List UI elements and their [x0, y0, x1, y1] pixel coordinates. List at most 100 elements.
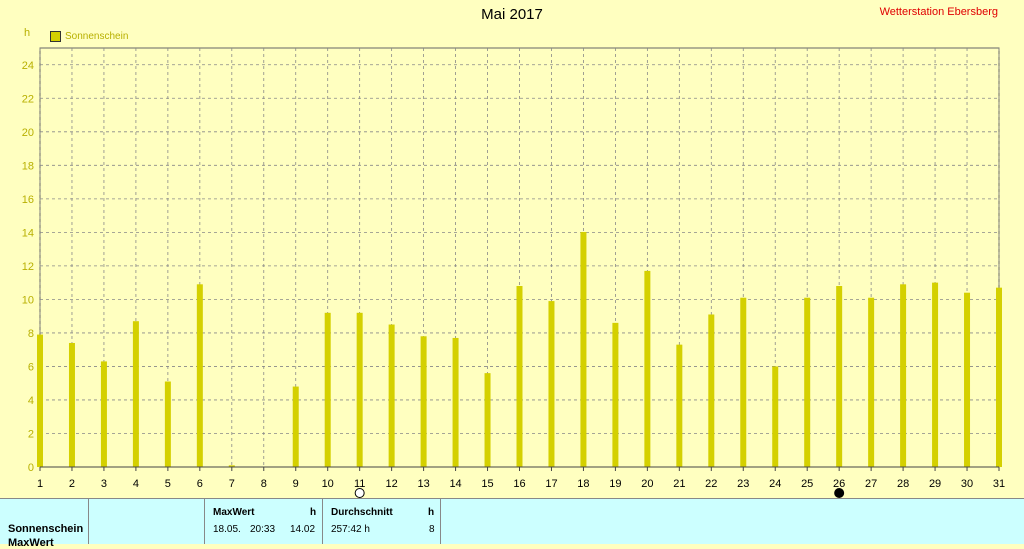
x-tick-label: 23 — [737, 478, 749, 490]
stats-max-cell: MaxWert h 18.05. 20:33 14.02 — [204, 499, 323, 544]
bar-day-13 — [420, 336, 427, 467]
bar-day-5 — [164, 381, 171, 467]
stats-blank-cell — [440, 499, 1024, 544]
x-tick-label: 16 — [513, 478, 525, 490]
legend: Sonnenschein — [50, 31, 128, 42]
max-value: 14.02 — [290, 524, 316, 535]
moon-phase-markers — [354, 488, 845, 498]
x-tick-label: 6 — [197, 478, 203, 490]
bar-day-16 — [516, 285, 523, 467]
y-tick-label: 2 — [28, 428, 34, 440]
full-moon-icon — [354, 488, 365, 498]
legend-swatch — [50, 31, 61, 42]
chart-title: Mai 2017 — [481, 6, 543, 23]
max-unit: h — [310, 507, 317, 518]
bar-day-18 — [580, 232, 587, 467]
y-tick-label: 10 — [22, 294, 34, 306]
bar-day-15 — [484, 373, 491, 467]
x-tick-label: 20 — [641, 478, 653, 490]
x-tick-label: 4 — [133, 478, 139, 490]
x-tick-label: 27 — [865, 478, 877, 490]
avg-header: Durchschnitt — [331, 507, 393, 518]
bar-day-11 — [356, 312, 363, 467]
bar-day-19 — [612, 322, 619, 467]
x-tick-label: 1 — [37, 478, 43, 490]
bar-day-28 — [900, 284, 907, 467]
bar-day-10 — [324, 312, 331, 467]
x-tick-label: 2 — [69, 478, 75, 490]
bar-day-30 — [964, 292, 971, 467]
x-tick-label: 11 — [354, 478, 365, 490]
bar-day-1 — [37, 334, 43, 467]
bar-day-3 — [100, 361, 107, 467]
bar-day-7 — [228, 465, 235, 467]
stats-empty-cell — [88, 499, 205, 544]
y-axis-unit: h — [24, 27, 31, 39]
bar-day-26 — [836, 285, 843, 467]
x-axis-ticks: 1 2 3 4 5 6 7 8 9 10 11 12 13 14 15 16 17 18 19 20 21 22 23 24 2… — [37, 466, 1005, 490]
bar-day-4 — [132, 321, 139, 467]
x-tick-label: 22 — [705, 478, 717, 490]
x-tick-label: 29 — [929, 478, 941, 490]
y-tick-label: 14 — [22, 227, 34, 239]
x-tick-label: 17 — [545, 478, 557, 490]
bar-day-22 — [708, 314, 715, 467]
avg-unit: h — [428, 507, 435, 518]
max-time: 20:33 — [250, 524, 276, 535]
bar-day-6 — [196, 284, 203, 467]
bar-day-27 — [868, 297, 875, 467]
x-tick-label: 3 — [101, 478, 107, 490]
x-tick-label: 18 — [577, 478, 589, 490]
x-tick-label: 19 — [609, 478, 621, 490]
legend-label: Sonnenschein — [65, 31, 129, 42]
y-tick-label: 24 — [22, 60, 34, 72]
bar-day-25 — [804, 297, 811, 467]
x-tick-label: 30 — [961, 478, 973, 490]
y-tick-label: 18 — [22, 160, 34, 172]
x-tick-label: 10 — [322, 478, 334, 490]
x-tick-label: 13 — [417, 478, 429, 490]
y-tick-label: 0 — [28, 462, 34, 474]
max-header: MaxWert — [213, 507, 255, 518]
x-tick-label: 28 — [897, 478, 909, 490]
bar-day-17 — [548, 301, 555, 467]
new-moon-icon — [834, 488, 845, 498]
y-tick-label: 4 — [28, 395, 34, 407]
bar-day-21 — [676, 344, 683, 467]
x-tick-label: 5 — [165, 478, 171, 490]
x-tick-label: 9 — [293, 478, 299, 490]
y-tick-label: 6 — [28, 361, 34, 373]
y-tick-label: 12 — [22, 261, 34, 273]
y-tick-label: 20 — [22, 127, 34, 139]
x-tick-label: 8 — [261, 478, 267, 490]
bar-day-31 — [996, 287, 1002, 467]
bar-day-24 — [772, 366, 779, 467]
x-tick-label: 12 — [386, 478, 398, 490]
x-tick-label: 25 — [801, 478, 813, 490]
bar-day-29 — [932, 282, 939, 467]
stats-row-label: Sonnenschein — [8, 523, 84, 535]
avg-value: 8 — [429, 524, 435, 535]
x-tick-label: 7 — [229, 478, 235, 490]
x-tick-label: 26 — [833, 478, 845, 490]
bar-day-2 — [68, 342, 75, 467]
bar-day-9 — [292, 386, 299, 467]
max-date: 18.05. — [213, 524, 241, 535]
x-tick-label: 21 — [673, 478, 685, 490]
bar-day-14 — [452, 337, 459, 467]
bars — [37, 232, 1002, 467]
statistics-panel: Sonnenschein MaxWert MaxWert h 18.05. 20… — [0, 498, 1024, 549]
x-tick-label: 14 — [449, 478, 461, 490]
y-tick-label: 8 — [28, 328, 34, 340]
y-tick-label: 22 — [22, 93, 34, 105]
bar-day-12 — [388, 324, 395, 467]
avg-total: 257:42 h — [331, 524, 370, 535]
y-tick-label: 16 — [22, 194, 34, 206]
bar-day-23 — [740, 297, 747, 467]
bar-day-20 — [644, 270, 651, 467]
x-tick-label: 24 — [769, 478, 781, 490]
stats-row-label-2: MaxWert — [8, 537, 54, 549]
stats-avg-cell: Durchschnitt h 257:42 h 8 — [322, 499, 441, 544]
